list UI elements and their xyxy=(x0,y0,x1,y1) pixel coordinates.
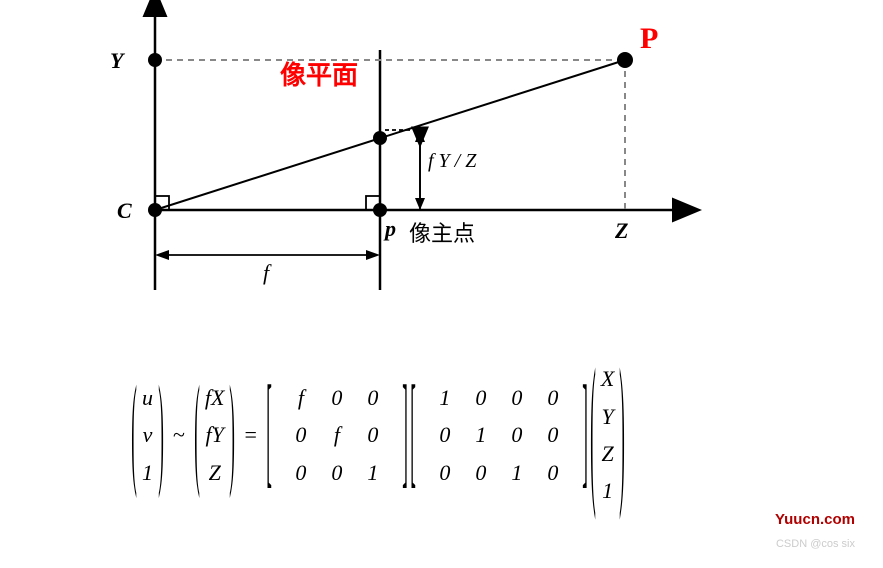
op-sim: ~ xyxy=(165,422,193,448)
m2-02: 0 xyxy=(499,379,535,416)
label-principal-point: 像主点 xyxy=(409,216,475,248)
projection-ray xyxy=(155,60,625,210)
m1-02: 0 xyxy=(355,379,391,416)
diagram-svg xyxy=(85,0,705,300)
mat-proj: 1 0 0 0 0 1 0 0 0 0 1 0 xyxy=(417,379,581,491)
m2-22: 1 xyxy=(499,454,535,491)
label-P-big: P xyxy=(640,22,658,56)
label-Y: Y xyxy=(110,48,123,74)
eq-X: X xyxy=(601,360,614,397)
m2-12: 0 xyxy=(499,416,535,453)
vec-xyzw: X Y Z 1 xyxy=(597,360,618,510)
label-C: C xyxy=(117,198,132,224)
point-C xyxy=(148,203,162,217)
eq-fY: fY xyxy=(206,416,224,453)
label-Z: Z xyxy=(615,218,628,244)
m2-11: 1 xyxy=(463,416,499,453)
watermark-csdn: CSDN @cos six xyxy=(776,538,855,550)
label-f: f xyxy=(263,260,269,286)
m2-21: 0 xyxy=(463,454,499,491)
eq-Y2: Y xyxy=(601,398,613,435)
projection-equation: ( u v 1 ) ~ ( fX fY Z ) = [ f 0 0 0 f 0 … xyxy=(130,350,780,520)
eq-Zb: Z xyxy=(209,454,221,491)
m1-00: f xyxy=(283,379,319,416)
projection-diagram: Y C p f f Y / Z Z P 像平面 像主点 xyxy=(85,0,705,300)
watermark-yuucn: Yuucn.com xyxy=(775,511,855,528)
op-eq: = xyxy=(236,422,264,448)
point-Y-on-axis xyxy=(148,53,162,67)
eq-fX: fX xyxy=(205,379,225,416)
m2-23: 0 xyxy=(535,454,571,491)
m1-21: 0 xyxy=(319,454,355,491)
eq-1a: 1 xyxy=(142,454,153,491)
point-p-small xyxy=(373,203,387,217)
m2-03: 0 xyxy=(535,379,571,416)
fyz-arrow-down xyxy=(415,198,425,210)
m1-01: 0 xyxy=(319,379,355,416)
m1-22: 1 xyxy=(355,454,391,491)
vec-uv1: u v 1 xyxy=(138,379,157,491)
m2-10: 0 xyxy=(427,416,463,453)
point-projected xyxy=(373,131,387,145)
m1-12: 0 xyxy=(355,416,391,453)
mat-intrinsic: f 0 0 0 f 0 0 0 1 xyxy=(273,379,401,491)
eq-Z2: Z xyxy=(601,435,613,472)
eq-v: v xyxy=(143,416,153,453)
label-fyz: f Y / Z xyxy=(428,150,476,173)
m2-01: 0 xyxy=(463,379,499,416)
f-arrow-right xyxy=(366,250,380,260)
vec-fxfyz: fX fY Z xyxy=(201,379,229,491)
f-arrow-left xyxy=(155,250,169,260)
m1-11: f xyxy=(319,416,355,453)
m2-00: 1 xyxy=(427,379,463,416)
m2-13: 0 xyxy=(535,416,571,453)
m1-20: 0 xyxy=(283,454,319,491)
m1-10: 0 xyxy=(283,416,319,453)
fyz-arrow-up xyxy=(415,130,425,142)
eq-1b: 1 xyxy=(602,472,613,509)
label-p-small: p xyxy=(385,216,396,242)
eq-u: u xyxy=(142,379,153,416)
m2-20: 0 xyxy=(427,454,463,491)
point-P-big xyxy=(617,52,633,68)
label-image-plane: 像平面 xyxy=(280,55,358,92)
